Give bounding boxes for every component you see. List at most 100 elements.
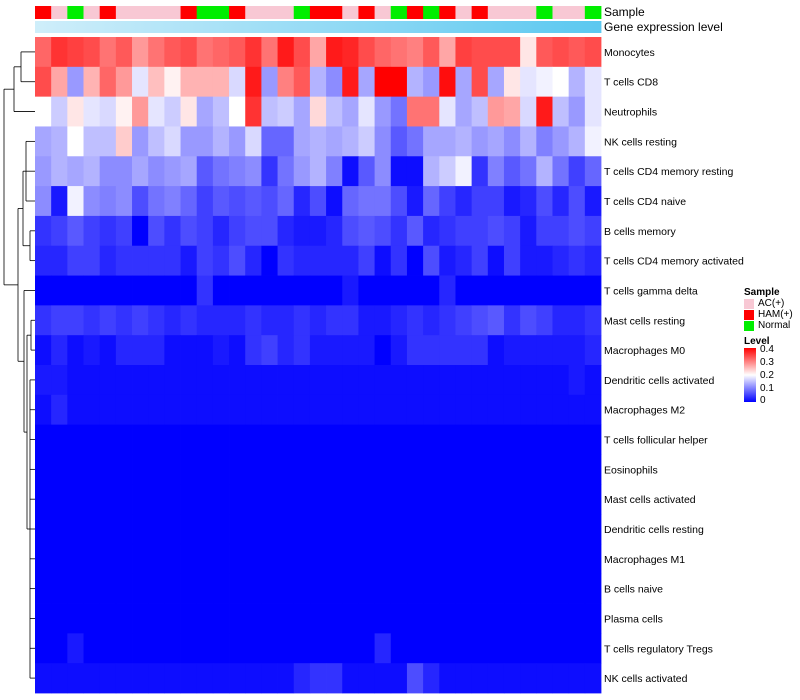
- heatmap-cell: [487, 543, 505, 575]
- heatmap-cell: [115, 484, 133, 515]
- heatmap-cell: [261, 603, 278, 634]
- heatmap-cell: [487, 126, 505, 157]
- sample-cell: [180, 6, 198, 19]
- heatmap-cell: [487, 335, 505, 366]
- heatmap-cell: [471, 424, 489, 455]
- heatmap-cell: [245, 245, 262, 276]
- heatmap-cell: [374, 126, 392, 157]
- sample-cell: [455, 6, 473, 19]
- heatmap-cell: [309, 305, 327, 336]
- heatmap-cell: [180, 633, 198, 664]
- heatmap-cell: [374, 543, 392, 575]
- heatmap-cell: [326, 424, 343, 455]
- heatmap-cell: [245, 96, 262, 127]
- heatmap-cell: [374, 633, 392, 664]
- heatmap-cell: [99, 663, 117, 694]
- heatmap-cell: [374, 96, 392, 127]
- heatmap-cell: [180, 215, 198, 247]
- legend-swatch-normal: [744, 320, 754, 331]
- heatmap-cell: [115, 603, 133, 634]
- heatmap-cell: [132, 424, 149, 455]
- heatmap-cell: [212, 215, 230, 247]
- heatmap-cell: [115, 543, 133, 575]
- heatmap-cell: [358, 156, 375, 187]
- heatmap-cell: [520, 454, 537, 485]
- heatmap-cell: [487, 603, 505, 634]
- heatmap-cell: [374, 454, 392, 485]
- legend-tick: 0.3: [760, 357, 774, 368]
- heatmap-cell: [35, 96, 52, 127]
- heatmap-cell: [196, 454, 214, 485]
- heatmap-cell: [439, 394, 456, 426]
- heatmap-cell: [51, 245, 68, 276]
- heatmap-cell: [293, 365, 311, 396]
- heatmap-cell: [390, 484, 408, 515]
- heatmap-cell: [584, 305, 602, 336]
- heatmap-cell: [245, 484, 262, 515]
- heatmap-cell: [132, 96, 149, 127]
- heatmap-cell: [520, 543, 537, 575]
- heatmap-cell: [487, 514, 505, 545]
- heatmap-cell: [148, 66, 165, 98]
- heatmap-cell: [552, 365, 570, 396]
- heatmap-cell: [83, 484, 101, 515]
- heatmap-cell: [552, 663, 570, 694]
- heatmap-cell: [423, 186, 440, 217]
- row-label: Mast cells activated: [604, 494, 696, 506]
- heatmap-cell: [245, 424, 262, 455]
- heatmap-cell: [423, 37, 440, 68]
- heatmap-cell: [229, 96, 246, 127]
- heatmap-cell: [164, 603, 181, 634]
- heatmap-cell: [358, 365, 375, 396]
- sample-cell: [229, 6, 246, 19]
- heatmap-cell: [503, 633, 521, 664]
- heatmap-cell: [212, 275, 230, 306]
- row-label: T cells follicular helper: [604, 435, 708, 447]
- sample-cell: [115, 6, 133, 19]
- heatmap-cell: [67, 514, 84, 545]
- heatmap-cell: [342, 66, 359, 98]
- heatmap-cell: [99, 37, 117, 68]
- heatmap-cell: [406, 275, 424, 306]
- heatmap-cell: [471, 275, 489, 306]
- legend-colorbar: 0.4 0.3 0.2 0.1 0: [744, 345, 800, 406]
- heatmap-cell: [309, 245, 327, 276]
- heatmap-cell: [261, 514, 278, 545]
- heatmap-cell: [99, 215, 117, 247]
- heatmap-cell: [406, 454, 424, 485]
- heatmap-cell: [552, 335, 570, 366]
- heatmap-cell: [342, 603, 359, 634]
- heatmap-cell: [536, 365, 553, 396]
- heatmap-cell: [164, 454, 181, 485]
- heatmap-cell: [212, 156, 230, 187]
- heatmap-cell: [51, 275, 68, 306]
- heatmap-cell: [584, 603, 602, 634]
- heatmap-cell: [439, 305, 456, 336]
- heatmap-cell: [115, 96, 133, 127]
- heatmap-cell: [342, 394, 359, 426]
- heatmap-cell: [115, 633, 133, 664]
- heatmap-cell: [180, 573, 198, 604]
- heatmap-cell: [374, 663, 392, 694]
- heatmap-cell: [503, 37, 521, 68]
- heatmap-cell: [503, 96, 521, 127]
- heatmap-cell: [164, 215, 181, 247]
- heatmap-cell: [196, 335, 214, 366]
- heatmap-cell: [568, 424, 586, 455]
- heatmap-cell: [552, 275, 570, 306]
- heatmap-cell: [229, 156, 246, 187]
- heatmap-cell: [67, 37, 84, 68]
- heatmap-cell: [455, 186, 473, 217]
- heatmap-cell: [552, 66, 570, 98]
- heatmap-cell: [115, 305, 133, 336]
- heatmap-cell: [309, 156, 327, 187]
- heatmap-cell: [245, 186, 262, 217]
- heatmap-cell: [83, 633, 101, 664]
- heatmap-cell: [584, 424, 602, 455]
- heatmap-cell: [196, 603, 214, 634]
- heatmap-cell: [455, 335, 473, 366]
- heatmap-cell: [99, 126, 117, 157]
- heatmap-cell: [536, 275, 553, 306]
- heatmap-cell: [261, 215, 278, 247]
- heatmap-cell: [245, 633, 262, 664]
